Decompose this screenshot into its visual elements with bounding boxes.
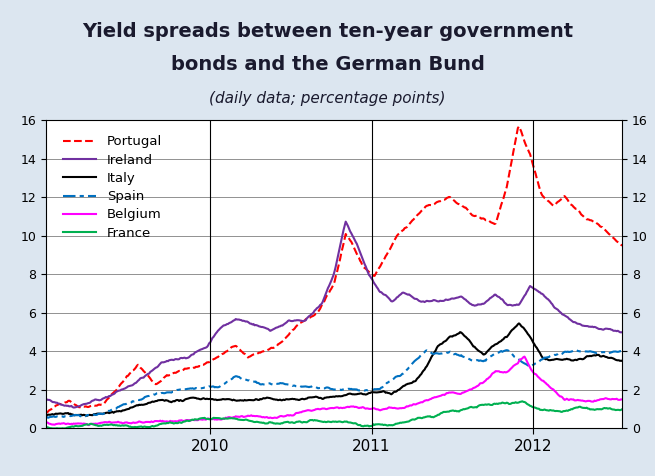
Text: Yield spreads between ten-year government: Yield spreads between ten-year governmen… bbox=[82, 22, 573, 41]
Legend: Portugal, Ireland, Italy, Spain, Belgium, France: Portugal, Ireland, Italy, Spain, Belgium… bbox=[58, 130, 168, 245]
Text: (daily data; percentage points): (daily data; percentage points) bbox=[209, 91, 446, 106]
Text: bonds and the German Bund: bonds and the German Bund bbox=[170, 55, 485, 74]
